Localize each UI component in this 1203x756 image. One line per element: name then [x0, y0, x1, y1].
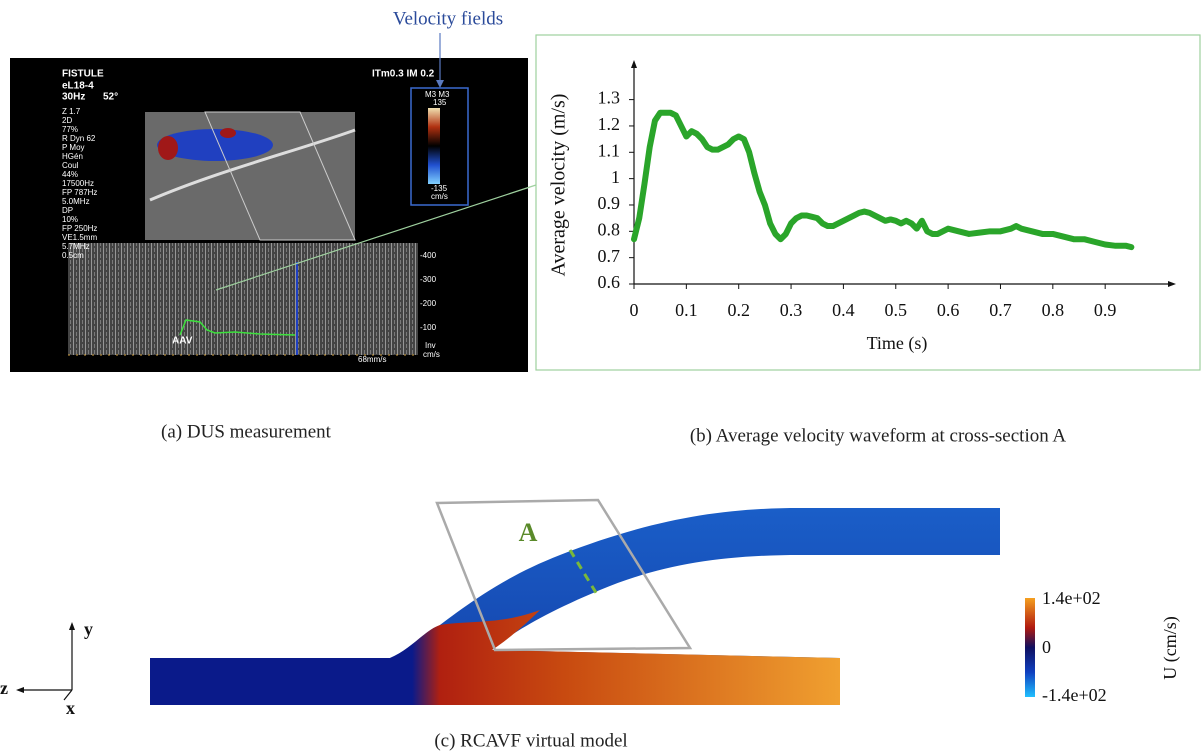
section-label: A: [519, 518, 538, 547]
axis-arrow: [63, 689, 73, 701]
x-tick-label: 0.3: [780, 300, 803, 320]
us-setting: DP: [62, 206, 73, 215]
callout-label: Velocity fields: [393, 8, 503, 29]
doppler-box: [204, 111, 356, 241]
us-setting: 44%: [62, 170, 78, 179]
bmode-image: [145, 112, 355, 240]
trace-label: AAV: [172, 336, 193, 347]
color-scale-max: 135: [433, 98, 447, 107]
colorbar-min: -1.4e+02: [1042, 685, 1107, 705]
us-setting: FP 250Hz: [62, 224, 97, 233]
color-flow: [158, 136, 178, 160]
tissue-layer: [149, 128, 356, 202]
x-tick-label: 0.1: [675, 300, 698, 320]
colorbar: [1025, 598, 1035, 697]
ultrasound-panel: FISTULE eL18-4 30Hz 52° ITm0.3 IM 0.2 Z …: [10, 58, 528, 372]
aav-trace: [179, 319, 296, 336]
x-tick-label: 0.6: [937, 300, 960, 320]
x-tick-label: 0.7: [989, 300, 1012, 320]
us-angle: 52°: [103, 92, 118, 103]
caption-c: (c) RCAVF virtual model: [434, 730, 627, 751]
colorbar-mid: 0: [1042, 637, 1051, 657]
axis-triad: y z x: [0, 619, 93, 718]
cross-section-plane: [435, 498, 693, 652]
us-setting: P Moy: [62, 143, 85, 152]
color-scale-box: [410, 87, 469, 206]
cross-section-line: [568, 549, 600, 597]
color-scale-unit: cm/s: [431, 192, 448, 201]
y-axis-title: Average velocity (m/s): [548, 94, 570, 277]
x-tick-label: 0.9: [1094, 300, 1117, 320]
us-setting: 17500Hz: [62, 179, 94, 188]
x-tick-label: 0.4: [832, 300, 855, 320]
us-probe: eL18-4: [62, 81, 94, 92]
doppler-spectrum: [68, 243, 418, 355]
us-setting: Z 1.7: [62, 107, 81, 116]
spectrum-tick: -200: [420, 299, 437, 308]
spectrum-scale: -400 -300 -200 -100: [420, 251, 437, 332]
y-tick-label: 0.7: [598, 246, 621, 266]
color-scale-min: -135: [431, 184, 448, 193]
us-setting: HGén: [62, 152, 83, 161]
chart: 0 0.1 0.2 0.3 0.4 0.5 0.6 0.7 0.8 0.9 0.6 0.7 0.8 0.9…: [598, 60, 1176, 320]
us-setting: 5.7MHz: [62, 242, 90, 251]
spectrum-tick: -100: [420, 323, 437, 332]
x-axis-arrow: [1168, 281, 1176, 287]
spectrum-tick: -300: [420, 275, 437, 284]
y-tick-label: 1.2: [598, 114, 621, 134]
us-frame-rate: 30Hz: [62, 92, 85, 103]
chart-frame: [535, 34, 1201, 371]
y-tick-label: 0.9: [598, 193, 621, 213]
us-setting: 0.5cm: [62, 251, 84, 260]
connector-line: [215, 184, 537, 291]
sweep-speed: 68mm/s: [358, 355, 386, 364]
color-scale-title: M3 M3: [425, 90, 450, 99]
axis-x-label: x: [66, 698, 75, 718]
axis-z-label: z: [0, 678, 8, 698]
us-setting: FP 787Hz: [62, 188, 97, 197]
us-header: FISTULE: [62, 69, 104, 80]
vessel-model: A: [150, 498, 1000, 705]
x-tick-label: 0.8: [1042, 300, 1065, 320]
color-flow: [157, 129, 273, 161]
us-setting: R Dyn 62: [62, 134, 96, 143]
x-tick-label: 0: [630, 300, 639, 320]
y-tick-label: 1.3: [598, 88, 621, 108]
y-tick-label: 0.6: [598, 272, 621, 292]
us-setting: 77%: [62, 125, 78, 134]
colorbar-title: U (cm/s): [1160, 616, 1181, 679]
y-tick-label: 1.1: [598, 140, 621, 160]
x-tick-label: 0.2: [727, 300, 750, 320]
caption-a: (a) DUS measurement: [161, 421, 332, 442]
caption-b: (b) Average velocity waveform at cross-s…: [690, 425, 1067, 446]
axis-arrowhead: [69, 622, 75, 630]
axis-arrowhead: [16, 687, 24, 693]
y-tick-label: 1: [611, 167, 620, 187]
callout-arrowhead: [436, 80, 444, 88]
spectrum-unit: cm/s: [423, 350, 440, 359]
us-setting: 5.0MHz: [62, 197, 90, 206]
y-tick-label: 0.8: [598, 219, 621, 239]
spectrum-unit: Inv: [425, 341, 436, 350]
x-tick-label: 0.5: [885, 300, 908, 320]
velocity-line: [631, 109, 1135, 251]
us-setting: Coul: [62, 161, 79, 170]
y-axis-arrow: [631, 60, 637, 68]
spectrum-tick: -400: [420, 251, 437, 260]
vessel-inlet: [150, 658, 410, 705]
us-setting: 2D: [62, 116, 72, 125]
axis-y-label: y: [84, 619, 93, 639]
color-flow: [220, 128, 236, 138]
x-axis-title: Time (s): [867, 333, 928, 354]
color-scale-bar: [428, 108, 440, 184]
us-setting: 10%: [62, 215, 78, 224]
us-indices: ITm0.3 IM 0.2: [372, 69, 435, 80]
colorbar-max: 1.4e+02: [1042, 588, 1101, 608]
us-setting: VE1.5mm: [62, 233, 97, 242]
